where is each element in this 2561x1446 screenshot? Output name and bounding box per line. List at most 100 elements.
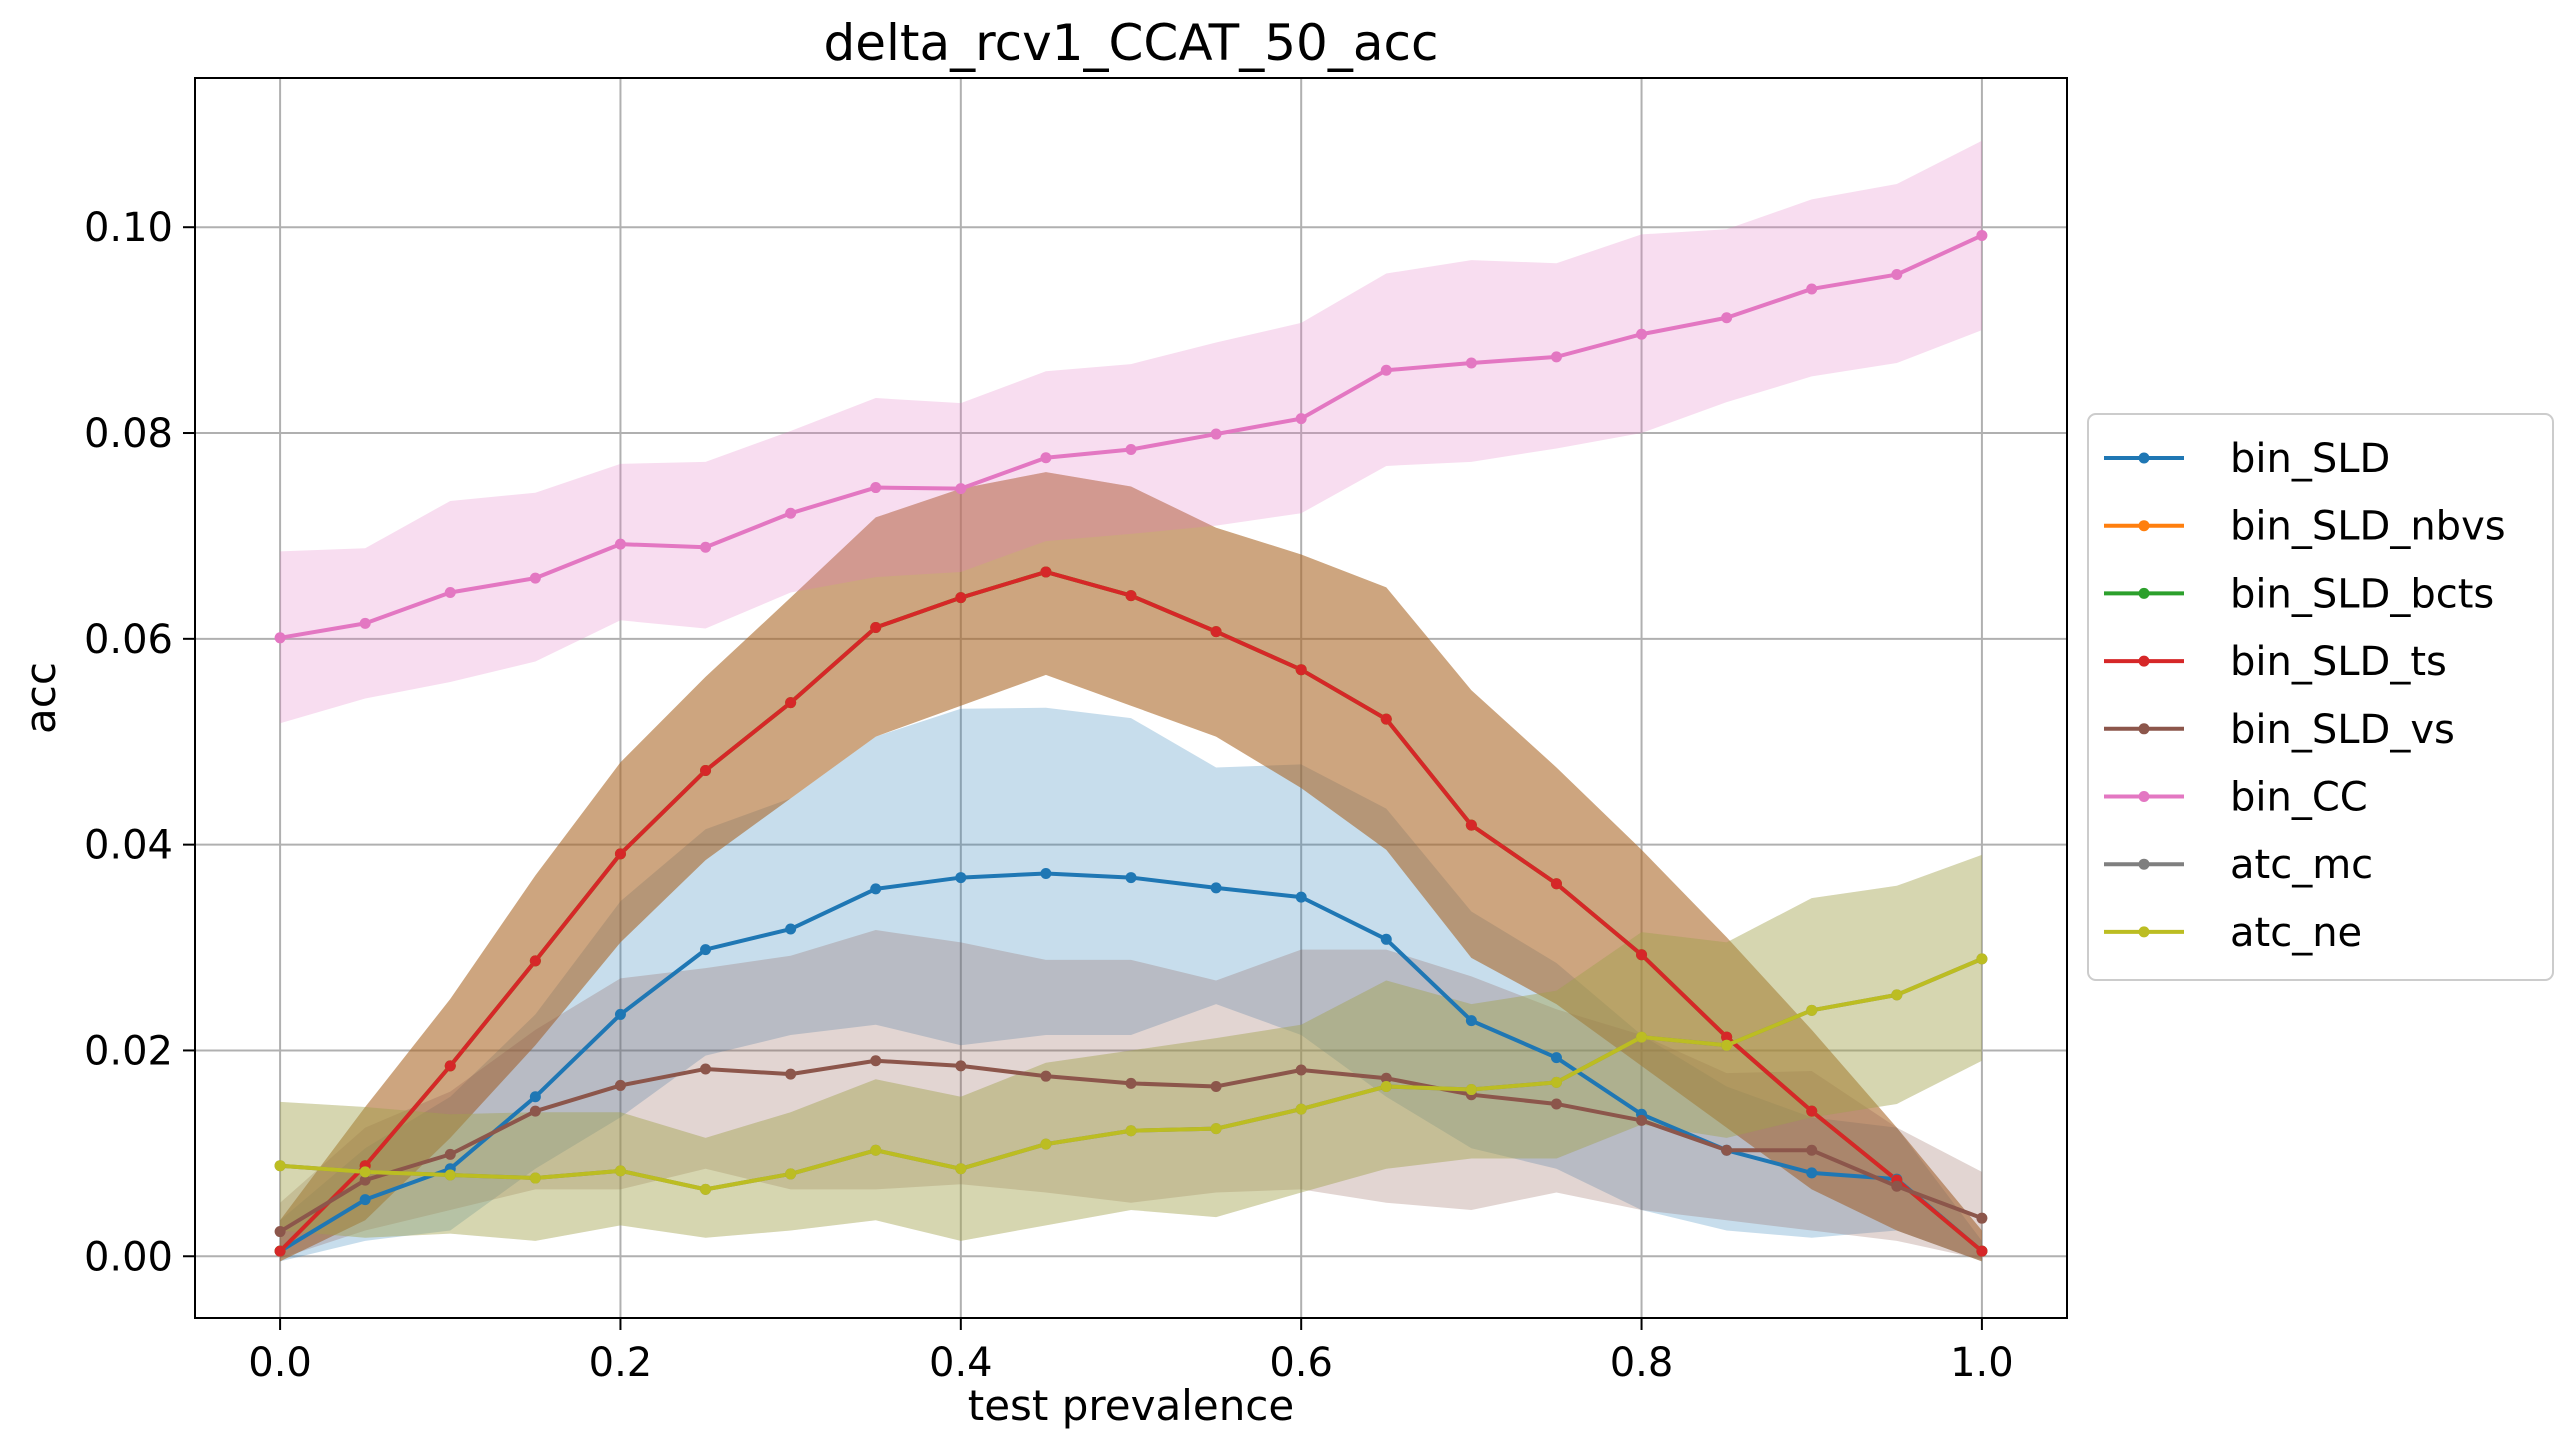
- point-atc-ne: [614, 1165, 626, 1177]
- series-points: [274, 229, 1988, 1257]
- point-atc-ne: [274, 1160, 286, 1172]
- point-atc-ne: [1210, 1123, 1222, 1135]
- point-bin-sld: [1040, 867, 1052, 879]
- point-atc-ne: [1380, 1080, 1392, 1092]
- point-bin-cc: [529, 572, 541, 584]
- y-tick-label: 0.10: [84, 205, 173, 251]
- point-bin-sld-vs: [955, 1060, 967, 1072]
- legend-marker-bin-sld-ts: [2138, 655, 2150, 667]
- point-bin-sld-vs: [1040, 1070, 1052, 1082]
- point-bin-sld-vs: [785, 1068, 797, 1080]
- point-bin-sld-vs: [1636, 1114, 1648, 1126]
- legend-label-bin-sld: bin_SLD: [2230, 436, 2390, 482]
- point-bin-sld-ts: [1125, 590, 1137, 602]
- legend-label-bin-sld-ts: bin_SLD_ts: [2230, 639, 2447, 685]
- point-atc-ne: [1976, 953, 1988, 965]
- point-atc-ne: [1295, 1103, 1307, 1115]
- point-bin-cc: [700, 541, 712, 553]
- point-bin-sld-vs: [1550, 1098, 1562, 1110]
- point-bin-sld-vs: [1125, 1077, 1137, 1089]
- point-bin-cc: [1976, 229, 1988, 241]
- legend-marker-atc-mc: [2138, 858, 2150, 870]
- legend-marker-bin-sld-nbvs: [2138, 520, 2150, 532]
- y-tick-label: 0.06: [84, 617, 173, 663]
- point-bin-sld-vs: [1210, 1080, 1222, 1092]
- legend: bin_SLD bin_SLD_nbvs bin_SLD_bcts bin_SLD_t…: [2087, 413, 2554, 981]
- point-bin-cc: [1295, 413, 1307, 425]
- legend-label-atc-ne: atc_ne: [2230, 910, 2362, 956]
- point-bin-sld-ts: [1636, 949, 1648, 961]
- band-bin-sld-nbvs: [280, 472, 1982, 1262]
- point-bin-cc: [444, 587, 456, 599]
- y-tick-label: 0.08: [84, 411, 173, 457]
- band-bin-sld: [280, 707, 1982, 1262]
- chart-title: delta_rcv1_CCAT_50_acc: [824, 14, 1439, 72]
- point-bin-sld-vs: [359, 1174, 371, 1186]
- legend-marker-atc-ne: [2138, 926, 2150, 938]
- point-bin-sld-vs: [1806, 1144, 1818, 1156]
- legend-label-atc-mc: atc_mc: [2230, 842, 2373, 888]
- x-tick-label: 0.8: [1610, 1340, 1674, 1386]
- point-bin-sld-vs: [700, 1063, 712, 1075]
- point-atc-ne: [700, 1183, 712, 1195]
- point-bin-sld-vs: [1380, 1072, 1392, 1084]
- point-bin-sld: [1125, 872, 1137, 884]
- point-bin-cc: [359, 617, 371, 629]
- point-bin-sld: [1465, 1015, 1477, 1027]
- point-bin-sld: [700, 944, 712, 956]
- x-tick-label: 0.0: [248, 1340, 312, 1386]
- point-bin-sld-vs: [1721, 1144, 1733, 1156]
- point-bin-cc: [274, 632, 286, 644]
- point-bin-sld-vs: [444, 1148, 456, 1160]
- point-bin-cc: [1125, 443, 1137, 455]
- point-bin-sld-ts: [1465, 819, 1477, 831]
- point-bin-sld-ts: [614, 848, 626, 860]
- point-atc-ne: [1125, 1125, 1137, 1137]
- point-bin-cc: [614, 538, 626, 550]
- point-bin-sld-ts: [1806, 1105, 1818, 1117]
- point-bin-sld-ts: [1040, 566, 1052, 578]
- legend-label-bin-sld-bcts: bin_SLD_bcts: [2230, 571, 2494, 617]
- point-bin-sld-ts: [529, 955, 541, 967]
- point-bin-sld-ts: [1976, 1245, 1988, 1257]
- legend-items: bin_SLD bin_SLD_nbvs bin_SLD_bcts bin_SLD_t…: [2104, 436, 2506, 956]
- band-bin-sld-ts: [280, 472, 1982, 1262]
- legend-marker-bin-cc: [2138, 791, 2150, 802]
- point-atc-ne: [1550, 1076, 1562, 1088]
- point-atc-ne: [785, 1168, 797, 1180]
- point-bin-sld-ts: [1721, 1031, 1733, 1043]
- point-bin-sld: [1380, 933, 1392, 945]
- point-bin-sld-ts: [1550, 878, 1562, 890]
- point-atc-ne: [1636, 1031, 1648, 1043]
- point-bin-sld-ts: [700, 765, 712, 777]
- point-bin-cc: [1891, 269, 1903, 281]
- point-bin-cc: [1806, 283, 1818, 295]
- point-bin-sld: [1210, 882, 1222, 894]
- point-bin-sld-ts: [444, 1060, 456, 1072]
- point-bin-sld: [955, 872, 967, 884]
- band-atc-ne: [280, 854, 1982, 1241]
- band-bin-sld-bcts: [280, 472, 1982, 1262]
- x-axis-label: test prevalence: [968, 1381, 1295, 1430]
- axis-ticks: 0.0 0.2 0.4 0.6 0.8 1.0 0.00 0.02 0.04 0.06 0.08 0.…: [84, 205, 2014, 1386]
- point-atc-ne: [1891, 989, 1903, 1001]
- legend-marker-bin-sld: [2138, 452, 2150, 464]
- point-bin-cc: [955, 483, 967, 495]
- point-bin-sld-vs: [870, 1055, 882, 1067]
- point-atc-ne: [1806, 1004, 1818, 1016]
- point-bin-sld-vs: [614, 1079, 626, 1091]
- point-atc-ne: [1721, 1039, 1733, 1051]
- point-bin-cc: [1550, 351, 1562, 363]
- x-tick-label: 0.6: [1269, 1340, 1333, 1386]
- point-bin-sld-vs: [274, 1226, 286, 1238]
- point-bin-sld: [1295, 891, 1307, 903]
- legend-label-bin-sld-vs: bin_SLD_vs: [2230, 707, 2455, 753]
- legend-frame: [2087, 413, 2554, 981]
- x-tick-label: 0.2: [589, 1340, 653, 1386]
- point-bin-sld-ts: [274, 1245, 286, 1257]
- point-bin-sld-vs: [1295, 1064, 1307, 1076]
- point-bin-sld: [614, 1008, 626, 1020]
- band-bin-cc: [280, 140, 1982, 724]
- point-bin-cc: [1721, 312, 1733, 324]
- y-tick-label: 0.04: [84, 823, 173, 869]
